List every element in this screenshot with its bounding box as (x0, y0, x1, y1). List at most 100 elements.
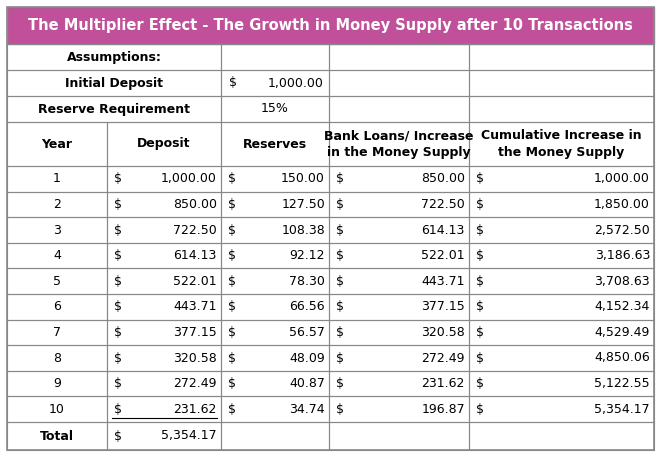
Text: 5,122.55: 5,122.55 (594, 377, 650, 390)
Text: $: $ (114, 326, 122, 339)
Bar (469, 345, 654, 371)
Text: 3,708.63: 3,708.63 (594, 275, 650, 288)
Bar (221, 422, 329, 450)
Text: 34.74: 34.74 (290, 403, 325, 416)
Bar (329, 294, 469, 319)
Text: 7: 7 (53, 326, 61, 339)
Text: 1,850.00: 1,850.00 (594, 198, 650, 211)
Text: $: $ (114, 403, 122, 416)
Text: $: $ (336, 249, 344, 262)
Bar (7, 371, 107, 396)
Text: $: $ (336, 300, 344, 314)
Text: $: $ (476, 275, 484, 288)
Bar (7, 7, 654, 44)
Bar (221, 294, 329, 319)
Bar (107, 191, 221, 217)
Bar (329, 44, 469, 70)
Bar (7, 44, 221, 70)
Text: 1,000.00: 1,000.00 (161, 172, 217, 185)
Text: $: $ (476, 249, 484, 262)
Text: $: $ (114, 351, 122, 365)
Bar (7, 7, 654, 44)
Bar (7, 217, 107, 243)
Text: $: $ (228, 275, 236, 288)
Bar (107, 268, 221, 294)
Bar (469, 396, 654, 422)
Text: $: $ (336, 351, 344, 365)
Text: Initial Deposit: Initial Deposit (65, 76, 163, 90)
Text: 92.12: 92.12 (290, 249, 325, 262)
Bar (7, 122, 107, 166)
Text: $: $ (336, 326, 344, 339)
Bar (221, 371, 329, 396)
Text: 40.87: 40.87 (289, 377, 325, 390)
Text: 522.01: 522.01 (173, 275, 217, 288)
Bar (107, 371, 221, 396)
Text: $: $ (476, 326, 484, 339)
Bar (469, 422, 654, 450)
Bar (107, 422, 221, 450)
Text: 48.09: 48.09 (290, 351, 325, 365)
Text: $: $ (228, 249, 236, 262)
Text: $: $ (114, 249, 122, 262)
Bar (469, 122, 654, 166)
Text: 15%: 15% (261, 102, 289, 116)
Text: 127.50: 127.50 (281, 198, 325, 211)
Text: $: $ (114, 198, 122, 211)
Text: 8: 8 (53, 351, 61, 365)
Bar (7, 294, 107, 319)
Text: 272.49: 272.49 (422, 351, 465, 365)
Bar (469, 371, 654, 396)
Text: 6: 6 (53, 300, 61, 314)
Text: $: $ (476, 377, 484, 390)
Bar (329, 191, 469, 217)
Text: 320.58: 320.58 (173, 351, 217, 365)
Bar (7, 96, 221, 122)
Text: 1,000.00: 1,000.00 (268, 76, 324, 90)
Bar (329, 96, 469, 122)
Bar (221, 217, 329, 243)
Bar (469, 294, 654, 319)
Text: $: $ (336, 403, 344, 416)
Text: $: $ (229, 76, 237, 90)
Text: $: $ (228, 377, 236, 390)
Text: $: $ (228, 403, 236, 416)
Text: 1,000.00: 1,000.00 (594, 172, 650, 185)
Text: 614.13: 614.13 (422, 223, 465, 237)
Text: $: $ (228, 223, 236, 237)
Bar (107, 166, 221, 191)
Text: $: $ (476, 351, 484, 365)
Text: 722.50: 722.50 (173, 223, 217, 237)
Text: 66.56: 66.56 (290, 300, 325, 314)
Bar (7, 319, 107, 345)
Bar (469, 44, 654, 70)
Text: $: $ (228, 172, 236, 185)
Text: 4,529.49: 4,529.49 (595, 326, 650, 339)
Text: 443.71: 443.71 (422, 275, 465, 288)
Text: 5,354.17: 5,354.17 (594, 403, 650, 416)
Bar (7, 243, 107, 268)
Bar (469, 319, 654, 345)
Bar (221, 396, 329, 422)
Text: Reserve Requirement: Reserve Requirement (38, 102, 190, 116)
Text: 443.71: 443.71 (173, 300, 217, 314)
Bar (329, 70, 469, 96)
Bar (221, 243, 329, 268)
Text: 522.01: 522.01 (421, 249, 465, 262)
Bar (329, 217, 469, 243)
Bar (221, 166, 329, 191)
Text: $: $ (114, 275, 122, 288)
Text: 614.13: 614.13 (174, 249, 217, 262)
Bar (7, 70, 221, 96)
Bar (221, 70, 329, 96)
Text: The Multiplier Effect - The Growth in Money Supply after 10 Transactions: The Multiplier Effect - The Growth in Mo… (28, 18, 633, 33)
Text: 4,152.34: 4,152.34 (595, 300, 650, 314)
Text: $: $ (114, 377, 122, 390)
Text: 1: 1 (53, 172, 61, 185)
Text: 320.58: 320.58 (421, 326, 465, 339)
Bar (469, 166, 654, 191)
Text: 5,354.17: 5,354.17 (161, 430, 217, 442)
Bar (7, 396, 107, 422)
Text: $: $ (476, 172, 484, 185)
Text: $: $ (114, 300, 122, 314)
